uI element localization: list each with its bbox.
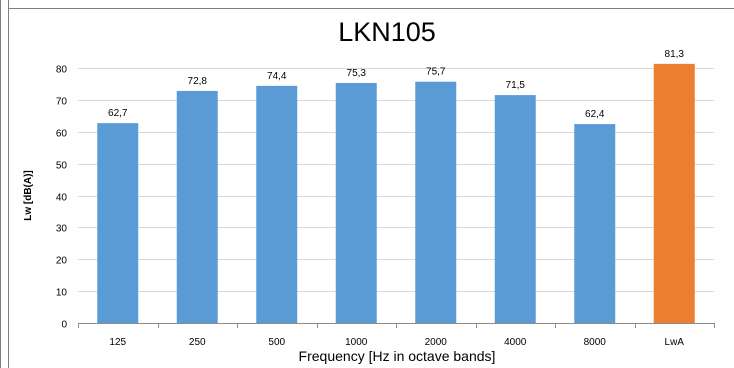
bars [97, 63, 695, 323]
y-tick-label: 40 [56, 193, 68, 204]
bar [494, 95, 536, 323]
y-tick-label: 50 [56, 161, 68, 172]
bar [415, 81, 457, 323]
x-tick-label: 500 [268, 337, 285, 348]
gridlines [78, 68, 714, 292]
bar-value-label: 74,4 [267, 71, 287, 82]
bar-value-label: 62,7 [108, 108, 128, 119]
bar [256, 85, 298, 323]
x-tick-label: 125 [109, 337, 126, 348]
x-tick-label: 8000 [584, 337, 607, 348]
x-tick-label: 250 [189, 337, 206, 348]
y-tick-label: 70 [56, 97, 68, 108]
bar-value-label: 81,3 [665, 49, 685, 60]
y-axis-label: Lw [dB(A)] [23, 170, 34, 221]
bar-value-label: 72,8 [188, 76, 208, 87]
y-axis-ticks: 0 10 20 30 40 50 60 70 80 [56, 65, 68, 331]
y-tick-label: 60 [56, 129, 68, 140]
bar [653, 63, 695, 323]
y-tick-label: 30 [56, 224, 68, 235]
bar-value-label: 62,4 [585, 109, 605, 120]
y-tick-label: 0 [61, 320, 67, 331]
x-axis-ticks: 125 250 500 1000 2000 4000 8000 LwA [78, 323, 715, 348]
bar-value-label: 75,3 [347, 68, 367, 79]
frame-top-border [0, 0, 734, 9]
x-tick-label: 4000 [504, 337, 527, 348]
y-tick-label: 10 [56, 288, 68, 299]
bar-value-label: 71,5 [506, 80, 526, 91]
bar [335, 82, 377, 323]
bar-value-label: 75,7 [426, 67, 446, 78]
bar [97, 123, 139, 323]
value-labels: 62,7 72,8 74,4 75,3 75,7 71,5 62,4 81,3 [108, 49, 684, 120]
bar [176, 90, 218, 323]
x-axis-label: Frequency [Hz in octave bands] [299, 348, 496, 364]
x-tick-label: 1000 [345, 337, 368, 348]
frame-left-border [0, 0, 9, 368]
y-tick-label: 20 [56, 256, 68, 267]
bar [574, 124, 616, 323]
x-tick-label: 2000 [425, 337, 448, 348]
y-tick-label: 80 [56, 65, 68, 76]
x-tick-label: LwA [665, 337, 685, 348]
chart-title: LKN105 [338, 17, 436, 47]
